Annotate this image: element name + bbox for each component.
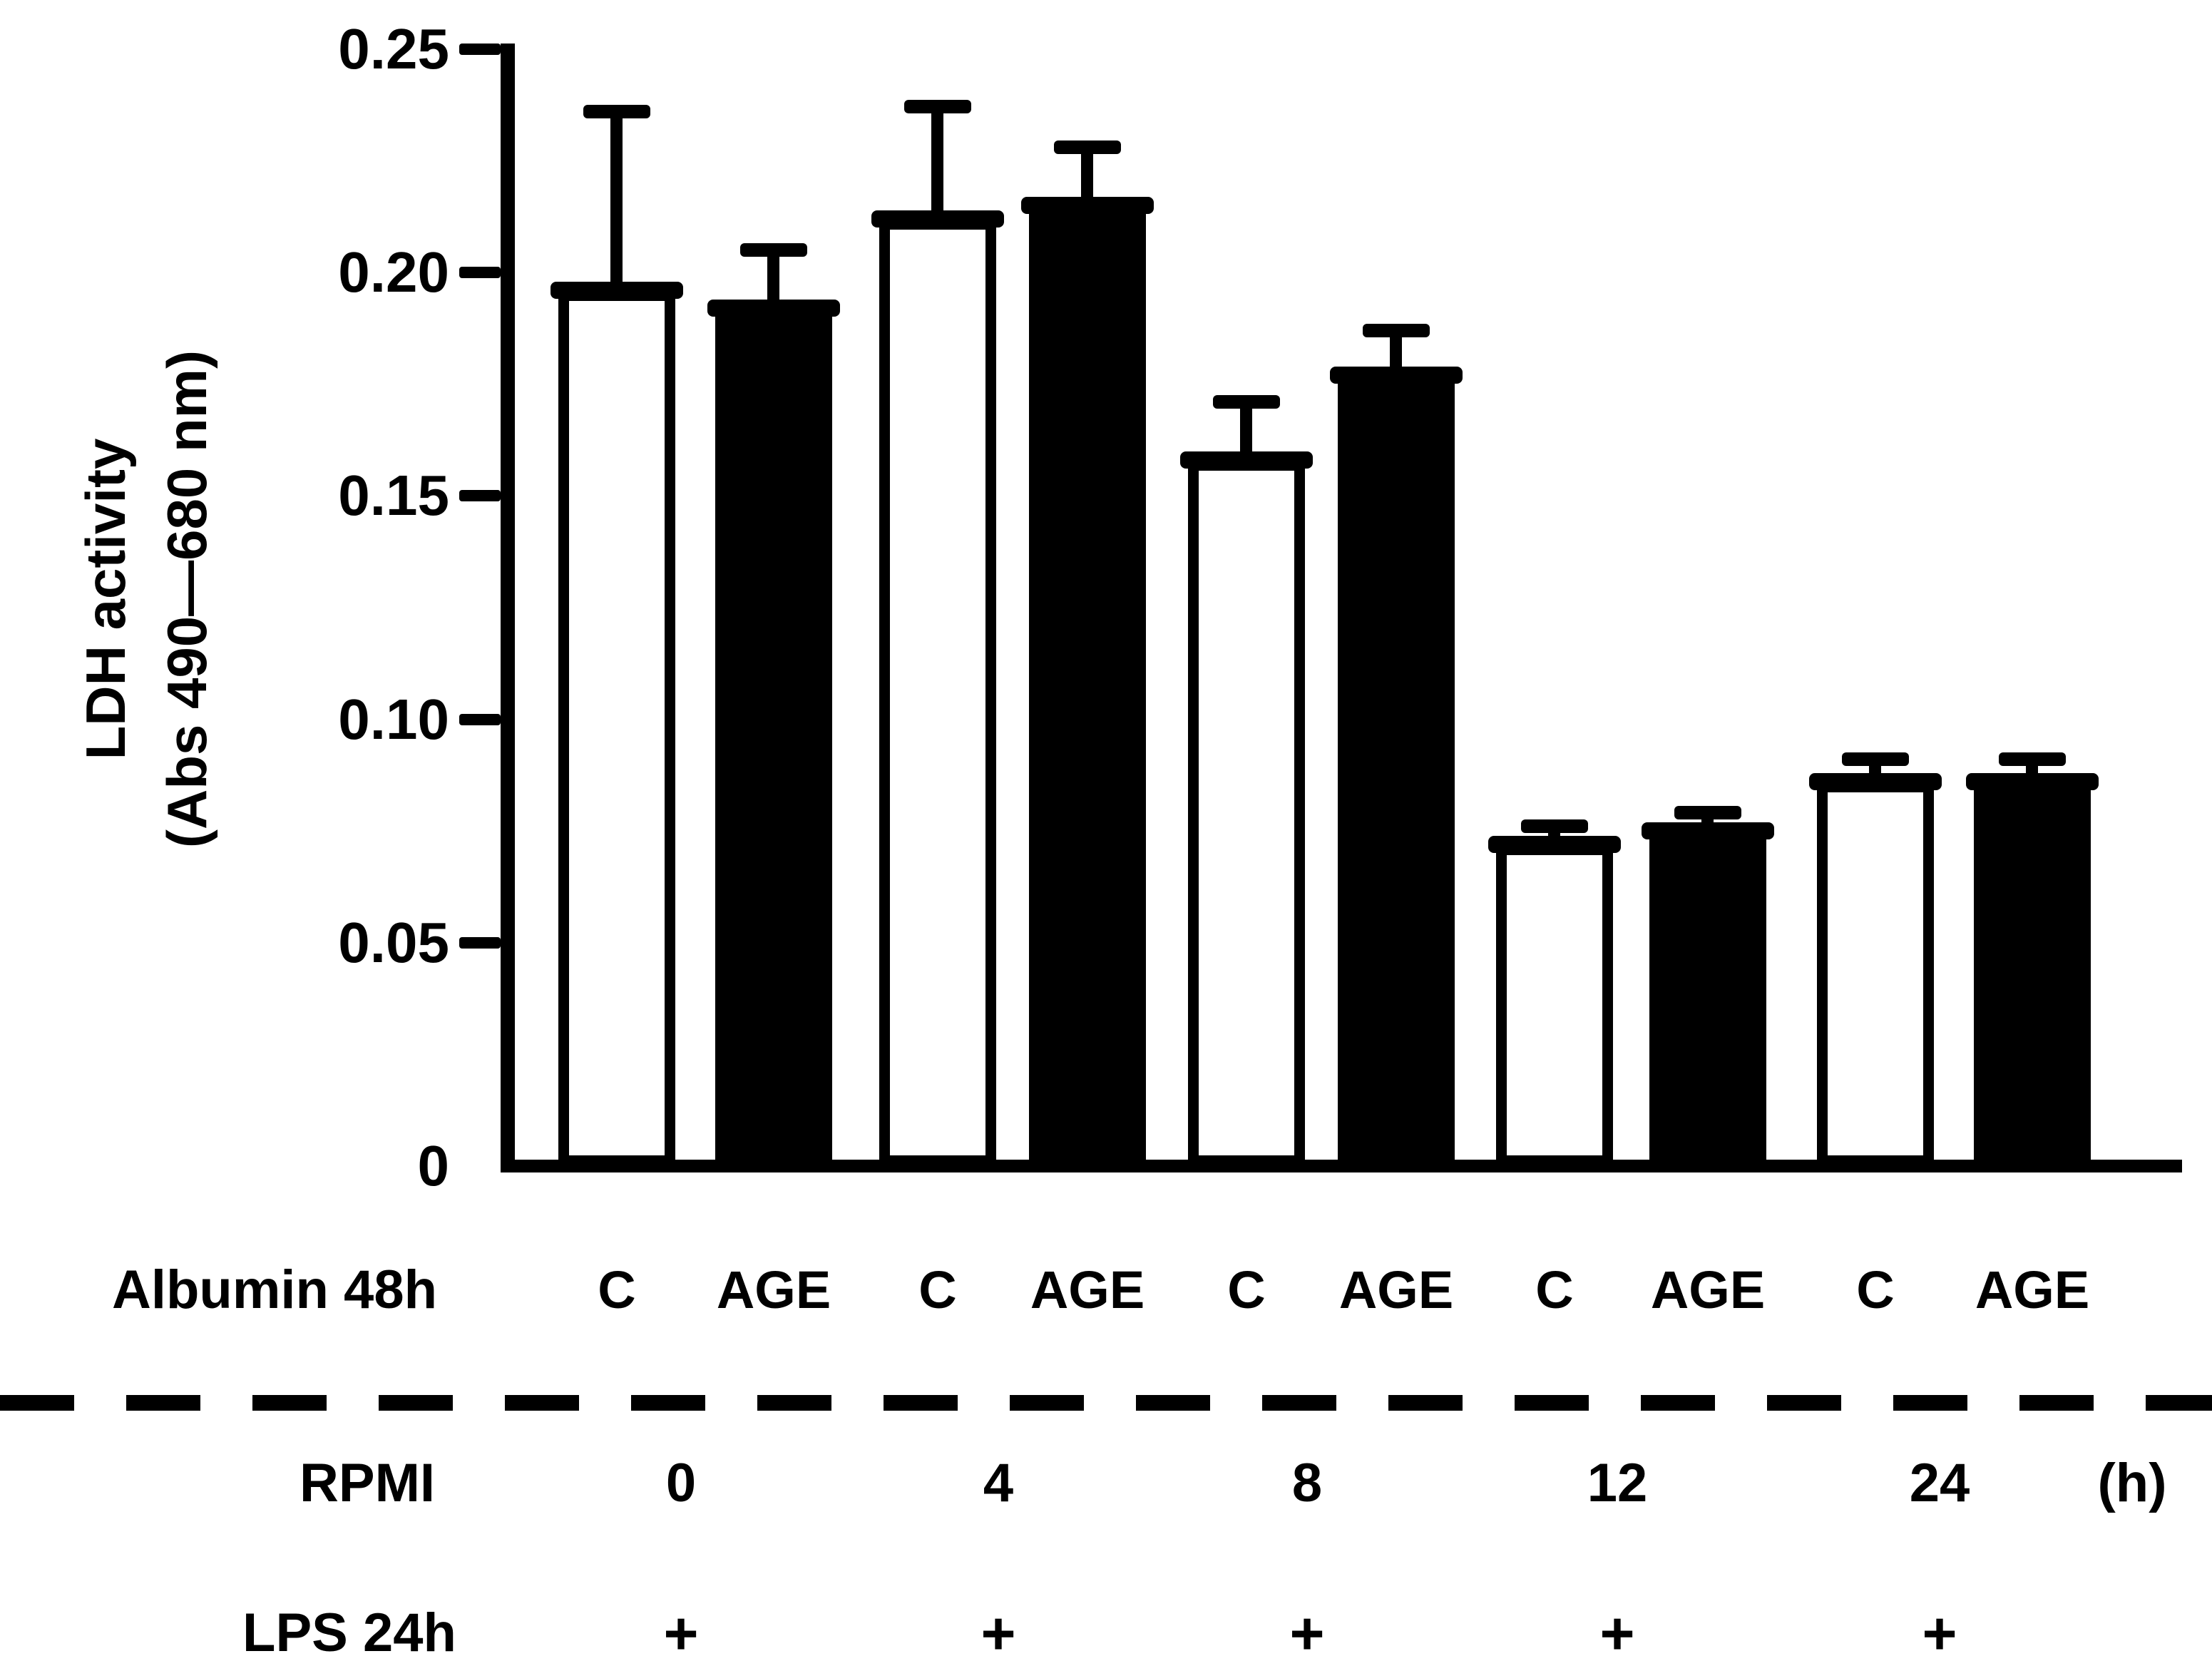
- error-bar-cap-C-8h: [1213, 395, 1280, 409]
- bar-AGE-8h: [1338, 375, 1455, 1166]
- condition-label-C-0h: C: [598, 1260, 636, 1319]
- bar-top-edge-C-4h: [871, 210, 1004, 228]
- error-bar-cap-AGE-8h: [1363, 324, 1430, 337]
- bar-top-edge-C-24h: [1809, 773, 1942, 790]
- error-bar-cap-AGE-0h: [740, 243, 807, 257]
- bar-AGE-4h: [1029, 205, 1146, 1166]
- condition-label-AGE-0h: AGE: [716, 1260, 831, 1319]
- y-axis-title-line2: (Abs 490—680 nm): [155, 350, 218, 848]
- bar-C-12h: [1496, 844, 1613, 1166]
- condition-label-C-8h: C: [1227, 1260, 1266, 1319]
- error-bar-stem-C-8h: [1240, 402, 1252, 466]
- bar-AGE-24h: [1974, 782, 2091, 1166]
- y-tick-mark-0.25: [459, 44, 501, 55]
- bar-C-0h: [558, 290, 675, 1166]
- error-bar-stem-AGE-0h: [767, 250, 779, 314]
- rpmi-hours-24: 24: [1909, 1453, 1970, 1513]
- bar-C-24h: [1817, 782, 1934, 1166]
- y-tick-mark-0.10: [459, 714, 501, 725]
- lps-row-label: LPS 24h: [242, 1603, 456, 1663]
- y-tick-mark-0.15: [459, 490, 501, 501]
- rpmi-hours-8: 8: [1291, 1453, 1323, 1513]
- condition-label-AGE-4h: AGE: [1030, 1260, 1145, 1319]
- condition-label-AGE-8h: AGE: [1338, 1260, 1454, 1319]
- rpmi-hours-12: 12: [1587, 1453, 1648, 1513]
- y-axis-line: [501, 44, 515, 1172]
- condition-label-C-12h: C: [1535, 1260, 1574, 1319]
- condition-label-AGE-12h: AGE: [1650, 1260, 1766, 1319]
- error-bar-cap-C-0h: [583, 105, 650, 118]
- y-tick-mark-0.05: [459, 937, 501, 949]
- bar-AGE-12h: [1649, 831, 1766, 1166]
- error-bar-stem-AGE-4h: [1081, 148, 1093, 211]
- bar-top-edge-AGE-0h: [707, 300, 840, 317]
- y-tick-label-0: 0: [417, 1134, 450, 1197]
- condition-label-C-4h: C: [918, 1260, 957, 1319]
- bar-top-edge-AGE-12h: [1642, 822, 1774, 839]
- bar-AGE-0h: [715, 308, 832, 1166]
- y-tick-label-0.05: 0.05: [338, 911, 449, 974]
- error-bar-cap-C-4h: [904, 100, 971, 113]
- lps-plus-0h: +: [663, 1600, 699, 1667]
- y-tick-mark-0.20: [459, 267, 501, 278]
- bar-top-edge-AGE-8h: [1330, 367, 1463, 384]
- rpmi-hours-0: 0: [665, 1453, 697, 1513]
- y-tick-label-0.10: 0.10: [338, 688, 449, 751]
- hours-unit-label: (h): [2097, 1453, 2167, 1513]
- albumin-row-label: Albumin 48h: [111, 1259, 438, 1320]
- error-bar-cap-C-12h: [1521, 819, 1588, 833]
- error-bar-cap-AGE-4h: [1054, 140, 1121, 154]
- y-axis-title-line1: LDH activity: [74, 438, 137, 760]
- error-bar-cap-AGE-24h: [1999, 752, 2066, 766]
- condition-label-AGE-24h: AGE: [1975, 1260, 2090, 1319]
- lps-plus-4h: +: [980, 1600, 1016, 1667]
- x-axis-line: [501, 1160, 2182, 1172]
- bar-C-4h: [879, 219, 996, 1166]
- y-tick-label-0.25: 0.25: [338, 17, 449, 81]
- y-tick-label-0.20: 0.20: [338, 240, 449, 304]
- lps-plus-8h: +: [1289, 1600, 1325, 1667]
- bar-top-edge-AGE-24h: [1966, 773, 2099, 790]
- lps-plus-12h: +: [1599, 1600, 1635, 1667]
- y-tick-label-0.15: 0.15: [338, 464, 449, 527]
- y-axis-title: LDH activity (Abs 490—680 nm): [65, 350, 227, 848]
- error-bar-cap-C-24h: [1842, 752, 1909, 766]
- error-bar-stem-C-4h: [931, 107, 943, 225]
- bar-top-edge-C-0h: [551, 282, 683, 299]
- bar-top-edge-C-12h: [1488, 836, 1621, 853]
- error-bar-cap-AGE-12h: [1674, 806, 1741, 819]
- error-bar-stem-C-0h: [610, 112, 623, 296]
- condition-label-C-24h: C: [1856, 1260, 1895, 1319]
- bar-top-edge-AGE-4h: [1021, 197, 1154, 214]
- bar-top-edge-C-8h: [1180, 451, 1313, 469]
- rpmi-hours-4: 4: [983, 1453, 1014, 1513]
- bar-C-8h: [1188, 460, 1305, 1166]
- lps-plus-24h: +: [1922, 1600, 1957, 1667]
- dashed-divider-line: [0, 1395, 2212, 1411]
- rpmi-row-label: RPMI: [299, 1453, 435, 1513]
